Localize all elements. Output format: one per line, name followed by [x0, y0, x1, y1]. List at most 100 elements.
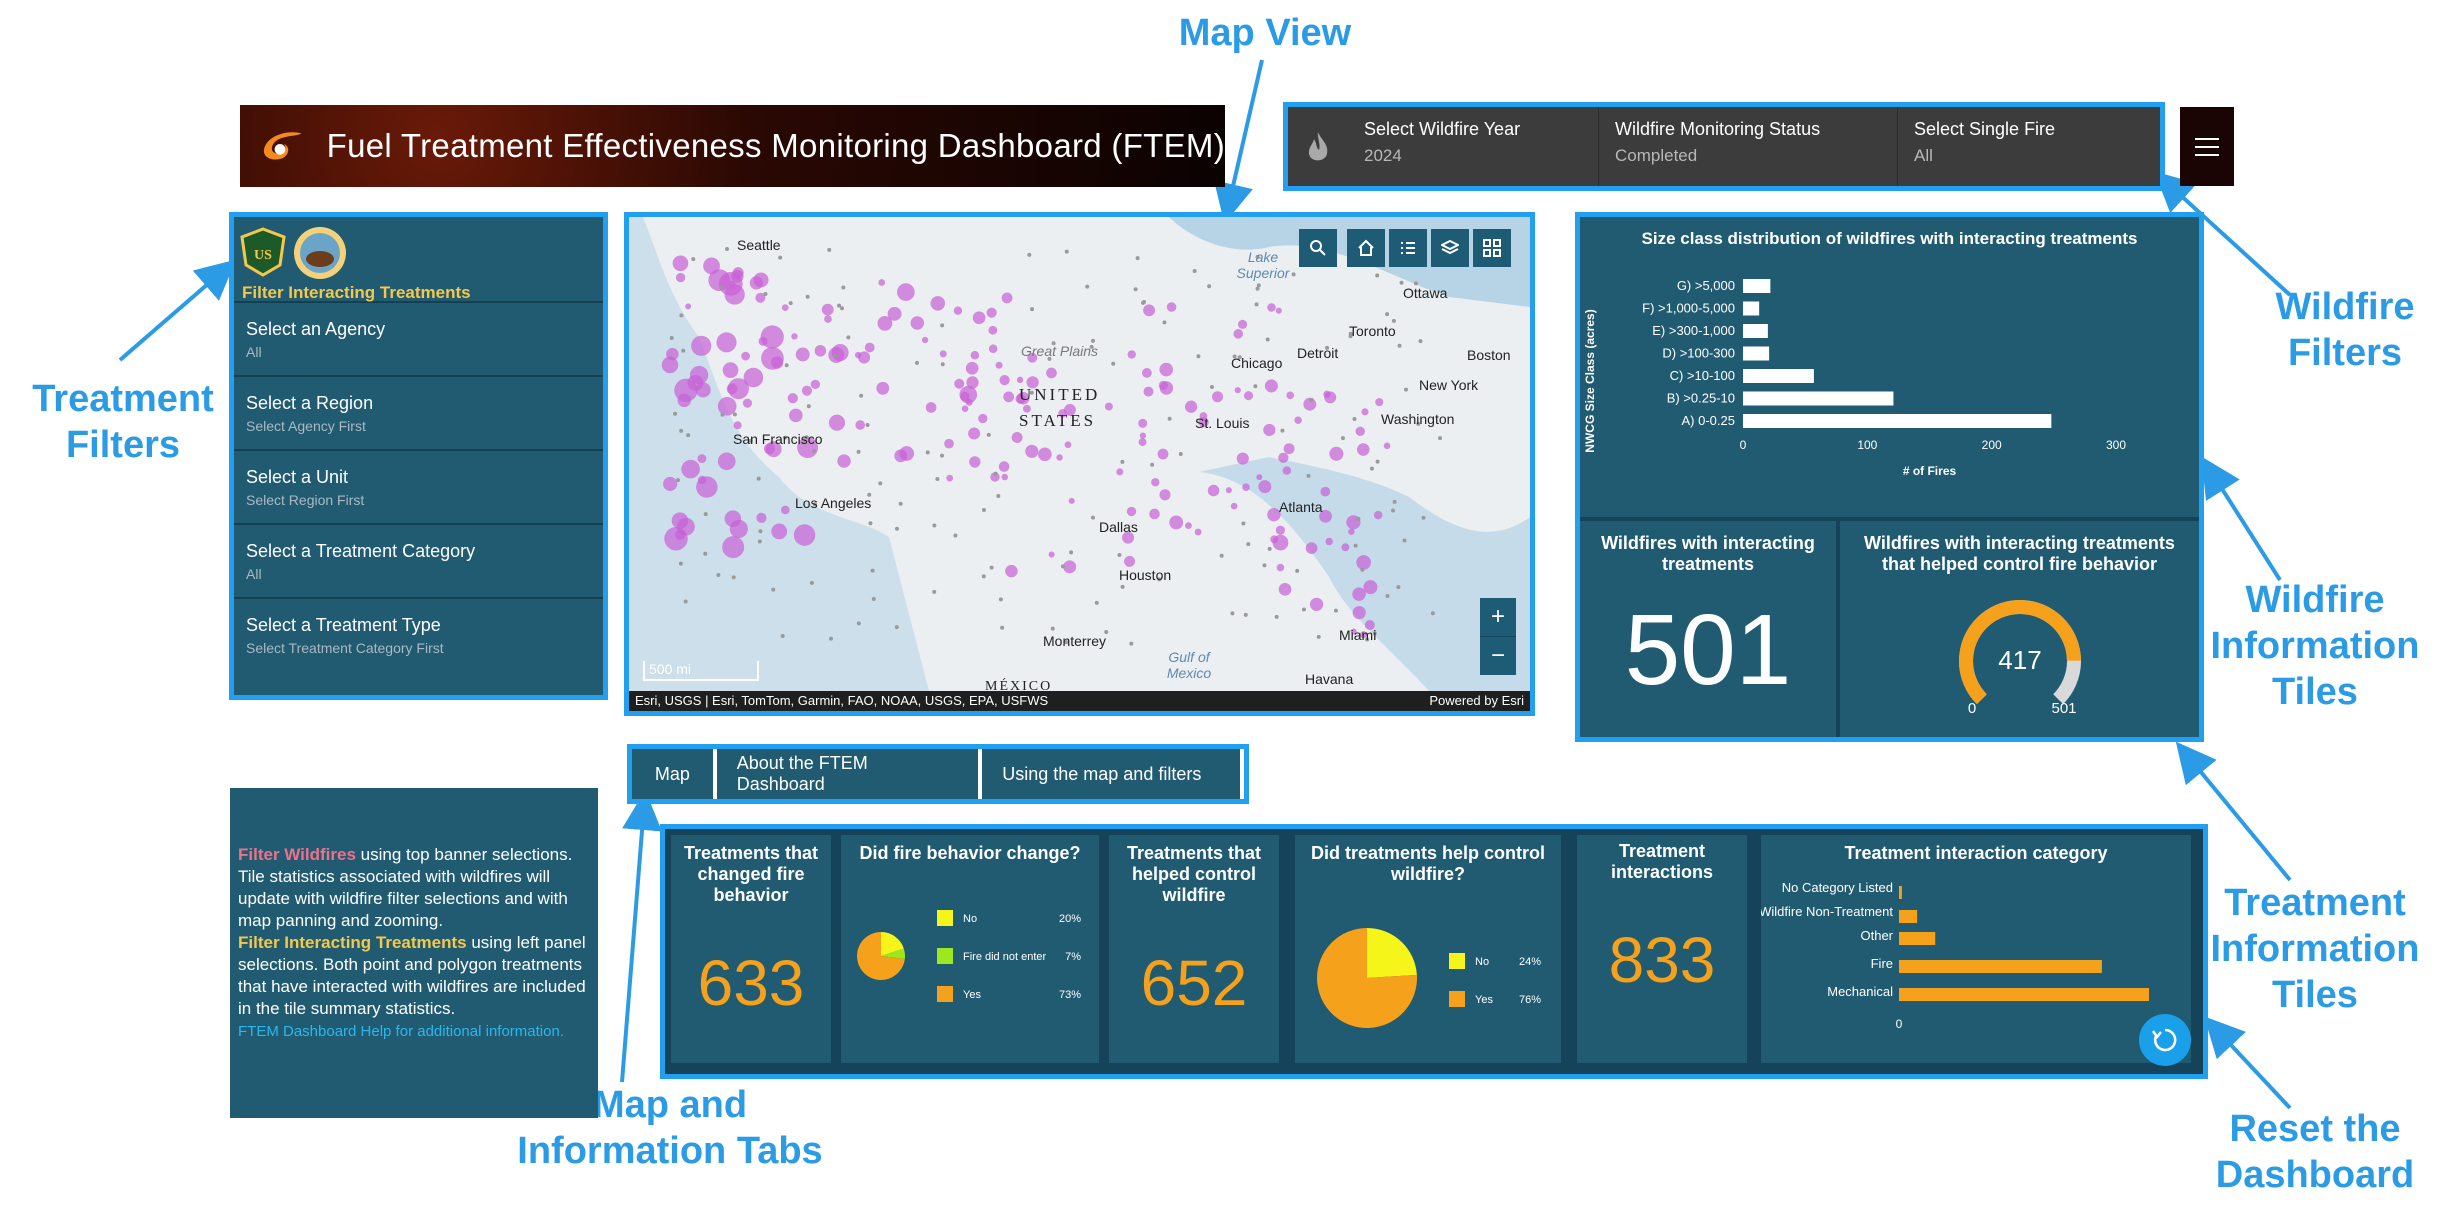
- treatment-marker[interactable]: [1029, 390, 1034, 395]
- wildfire-marker[interactable]: [1151, 478, 1160, 487]
- wildfire-marker[interactable]: [771, 523, 788, 540]
- treatment-marker[interactable]: [953, 533, 958, 538]
- wildfire-marker[interactable]: [1127, 350, 1136, 359]
- treatment-marker[interactable]: [1167, 416, 1172, 421]
- wildfire-marker[interactable]: [708, 269, 731, 292]
- wildfire-marker[interactable]: [1027, 352, 1038, 363]
- treatment-marker[interactable]: [939, 453, 944, 458]
- treatment-marker[interactable]: [1267, 546, 1272, 551]
- wildfire-marker[interactable]: [969, 456, 981, 468]
- size-chart-bar[interactable]: [1743, 414, 2052, 428]
- treatment-marker[interactable]: [1069, 550, 1074, 555]
- treatment-marker[interactable]: [996, 493, 1001, 498]
- treatment-marker[interactable]: [932, 523, 937, 528]
- wildfire-marker[interactable]: [1356, 555, 1372, 570]
- treatment-marker[interactable]: [827, 247, 832, 252]
- treatment-marker[interactable]: [771, 587, 776, 592]
- wildfire-marker[interactable]: [661, 356, 679, 374]
- wildfire-marker[interactable]: [722, 536, 745, 559]
- map-canvas[interactable]: [629, 217, 1530, 691]
- wildfire-marker[interactable]: [810, 379, 821, 390]
- pie-slice[interactable]: [1367, 928, 1417, 978]
- treatment-marker[interactable]: [1104, 629, 1109, 634]
- wildfire-marker[interactable]: [722, 362, 739, 379]
- treatment-marker[interactable]: [832, 353, 837, 358]
- wildfire-marker[interactable]: [968, 427, 981, 440]
- pie-slice[interactable]: [881, 948, 905, 960]
- filter-treatment-category[interactable]: Select a Treatment Category All: [234, 523, 603, 597]
- treatment-marker[interactable]: [1391, 318, 1396, 323]
- treatment-marker[interactable]: [1256, 283, 1261, 288]
- wildfire-marker[interactable]: [1242, 483, 1250, 491]
- treatment-marker[interactable]: [986, 432, 991, 437]
- wildfire-marker[interactable]: [787, 393, 798, 404]
- treatment-marker[interactable]: [1325, 345, 1330, 350]
- wildfire-marker[interactable]: [960, 391, 970, 402]
- wildfire-marker[interactable]: [837, 454, 851, 468]
- wildfire-marker[interactable]: [689, 365, 709, 385]
- treatment-marker[interactable]: [867, 492, 872, 497]
- treatment-marker[interactable]: [1375, 273, 1380, 278]
- basemap-gallery-icon[interactable]: [1473, 229, 1511, 267]
- wildfire-marker[interactable]: [1225, 487, 1232, 494]
- treatment-marker[interactable]: [870, 568, 875, 573]
- wildfire-marker[interactable]: [1005, 564, 1018, 578]
- treatment-marker[interactable]: [878, 481, 883, 486]
- treatment-marker[interactable]: [1413, 281, 1418, 286]
- wildfire-marker[interactable]: [1230, 502, 1238, 510]
- treatment-marker[interactable]: [679, 428, 684, 433]
- size-chart-bar[interactable]: [1743, 301, 1760, 316]
- wildfire-marker[interactable]: [1375, 398, 1384, 407]
- filter-region[interactable]: Select a Region Select Agency First: [234, 375, 603, 449]
- wildfire-marker[interactable]: [789, 408, 803, 423]
- treatment-marker[interactable]: [1255, 254, 1260, 259]
- wildfire-marker[interactable]: [733, 421, 742, 430]
- treatment-marker[interactable]: [1192, 268, 1197, 273]
- treatment-marker[interactable]: [1280, 428, 1285, 433]
- wildfire-marker[interactable]: [988, 325, 998, 335]
- help-link[interactable]: FTEM Dashboard Help for additional infor…: [238, 1023, 564, 1040]
- wildfire-marker[interactable]: [676, 517, 695, 536]
- wildfire-marker[interactable]: [1138, 438, 1147, 447]
- treatment-marker[interactable]: [1333, 608, 1338, 613]
- wildfire-marker[interactable]: [696, 476, 718, 498]
- treatment-marker[interactable]: [1060, 564, 1065, 569]
- layers-icon[interactable]: [1431, 229, 1469, 267]
- treatment-marker[interactable]: [1027, 252, 1032, 257]
- wildfire-marker[interactable]: [887, 306, 902, 321]
- treatment-marker[interactable]: [1135, 256, 1140, 261]
- treatment-marker[interactable]: [1353, 543, 1358, 548]
- wildfire-marker[interactable]: [1263, 423, 1276, 437]
- wildfire-marker[interactable]: [677, 393, 691, 408]
- treatment-marker[interactable]: [1129, 641, 1134, 646]
- treatment-marker[interactable]: [716, 573, 721, 578]
- wildfire-marker[interactable]: [1329, 446, 1344, 461]
- treatment-marker[interactable]: [837, 303, 842, 308]
- wildfire-marker[interactable]: [1373, 510, 1383, 520]
- treatment-marker[interactable]: [678, 561, 683, 566]
- treatment-marker[interactable]: [801, 440, 806, 445]
- wildfire-marker[interactable]: [1001, 292, 1013, 304]
- treatment-marker[interactable]: [859, 393, 864, 398]
- wildfire-marker[interactable]: [1234, 387, 1241, 394]
- treatment-marker[interactable]: [1120, 584, 1125, 589]
- size-chart-bar[interactable]: [1743, 346, 1770, 361]
- treatment-marker[interactable]: [1274, 614, 1279, 619]
- treatment-marker[interactable]: [1209, 385, 1214, 390]
- wildfire-marker[interactable]: [1116, 468, 1124, 476]
- filter-agency[interactable]: Select an Agency All: [234, 301, 603, 375]
- wildfire-marker[interactable]: [1124, 555, 1136, 567]
- treatment-marker[interactable]: [1050, 626, 1055, 631]
- home-icon[interactable]: [1347, 229, 1385, 267]
- wildfire-marker[interactable]: [1026, 376, 1039, 389]
- treatment-marker[interactable]: [1030, 307, 1035, 312]
- wildfire-marker[interactable]: [995, 361, 1003, 369]
- treatment-marker[interactable]: [1438, 436, 1443, 441]
- wildfire-marker[interactable]: [1325, 537, 1333, 546]
- treatment-marker[interactable]: [1207, 284, 1212, 289]
- treatment-marker[interactable]: [894, 625, 899, 630]
- treatment-marker[interactable]: [1372, 631, 1377, 636]
- wildfire-marker[interactable]: [854, 351, 862, 359]
- treatment-marker[interactable]: [1396, 585, 1401, 590]
- search-icon[interactable]: [1299, 229, 1337, 267]
